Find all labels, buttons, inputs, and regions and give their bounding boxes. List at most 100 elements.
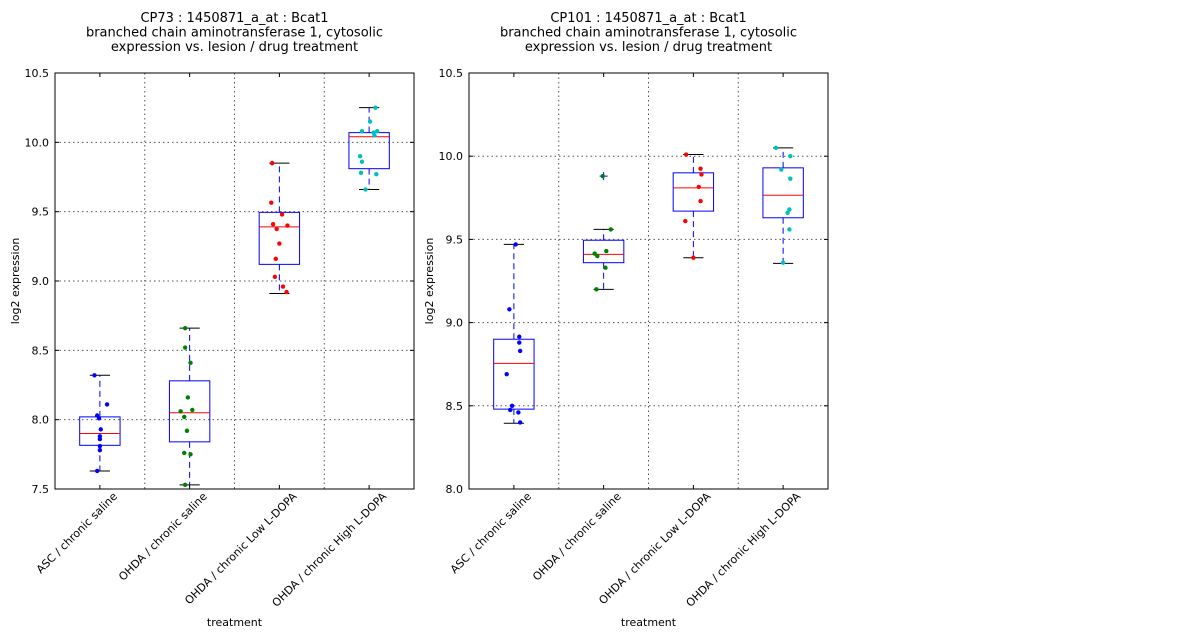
data-point	[182, 345, 188, 350]
y-axis-label: log2 expression	[423, 238, 436, 325]
box-3	[258, 160, 301, 295]
data-point	[357, 154, 363, 159]
data-point	[372, 133, 377, 138]
data-point	[98, 427, 103, 432]
box-iqr	[258, 211, 301, 265]
data-point	[698, 166, 703, 171]
y-tick-label: 9.0	[446, 317, 464, 330]
y-tick-label: 10.0	[25, 136, 50, 149]
data-point	[182, 414, 187, 420]
data-point	[363, 187, 368, 192]
data-point	[699, 172, 704, 177]
data-point	[190, 407, 195, 413]
box-1	[79, 373, 121, 474]
y-tick-label: 8.0	[32, 414, 50, 427]
data-point	[96, 416, 102, 421]
data-point	[367, 119, 373, 124]
data-point	[97, 436, 103, 442]
chart-title-line: expression vs. lesion / drug treatment	[525, 40, 772, 55]
box-1	[493, 242, 535, 425]
data-point	[600, 173, 605, 179]
chart-title-line: branched chain aminotransferase 1, cytos…	[86, 26, 383, 41]
data-point	[273, 256, 278, 262]
y-tick-label: 9.5	[32, 206, 50, 219]
data-point	[787, 227, 792, 232]
data-point	[182, 450, 187, 456]
x-tick-label: OHDA / chronic saline	[116, 490, 210, 584]
data-point	[269, 200, 274, 205]
axes-frame	[54, 72, 415, 490]
data-point	[516, 410, 521, 415]
x-axis-label: treatment	[621, 616, 677, 629]
box-iqr	[762, 167, 804, 219]
data-point	[182, 325, 188, 331]
data-point	[178, 409, 183, 414]
data-point	[97, 443, 103, 449]
axes-frame	[468, 72, 829, 490]
data-point	[358, 170, 364, 176]
y-tick-label: 8.5	[32, 344, 50, 357]
data-point	[94, 468, 100, 474]
y-tick-label: 10.0	[439, 150, 464, 163]
data-point	[788, 154, 793, 159]
data-point	[504, 371, 509, 377]
y-tick-label: 10.5	[25, 67, 50, 80]
y-tick-label: 10.5	[439, 67, 464, 80]
data-point	[185, 395, 191, 400]
data-point	[272, 274, 278, 280]
chart-title-line: CP73 : 1450871_a_at : Bcat1	[140, 11, 328, 26]
data-point	[603, 265, 608, 270]
data-point	[608, 227, 614, 232]
data-point	[696, 184, 701, 190]
box-2	[582, 172, 625, 292]
data-point	[373, 105, 378, 110]
data-point	[517, 348, 523, 354]
box-iqr	[672, 172, 715, 212]
data-point	[594, 287, 599, 292]
data-point	[188, 360, 193, 366]
data-point	[779, 167, 784, 172]
data-point	[374, 172, 379, 177]
x-tick-label: OHDA / chronic saline	[530, 490, 624, 584]
data-point	[285, 223, 290, 228]
chart-title-line: branched chain aminotransferase 1, cytos…	[500, 26, 797, 41]
data-point	[375, 129, 380, 134]
box-2	[168, 325, 211, 488]
data-point	[517, 340, 522, 345]
data-point	[683, 218, 688, 224]
y-tick-label: 8.0	[446, 483, 464, 496]
data-point	[787, 207, 792, 212]
data-point	[691, 255, 696, 260]
box-iqr	[348, 132, 390, 170]
y-tick-label: 8.5	[446, 400, 464, 413]
data-point	[517, 334, 522, 339]
data-point	[104, 402, 110, 407]
data-point	[513, 242, 518, 247]
data-point	[595, 253, 600, 259]
data-point	[683, 152, 689, 157]
data-point	[604, 248, 609, 254]
data-point	[270, 221, 276, 227]
box-iqr	[582, 239, 625, 264]
data-point	[517, 420, 523, 425]
data-point	[509, 403, 515, 408]
box-4	[762, 145, 804, 265]
data-point	[785, 210, 790, 215]
box-iqr	[493, 338, 535, 410]
y-axis-label: log2 expression	[9, 238, 22, 325]
data-point	[269, 160, 275, 166]
x-axis-label: treatment	[207, 616, 263, 629]
data-point	[359, 159, 365, 164]
data-point	[184, 428, 190, 433]
chart-title-line: expression vs. lesion / drug treatment	[111, 40, 358, 55]
data-point	[508, 407, 513, 413]
box-iqr	[168, 380, 211, 443]
data-point	[359, 129, 365, 134]
data-point	[507, 307, 512, 312]
data-point	[780, 260, 786, 265]
data-point	[698, 198, 703, 204]
y-tick-label: 7.5	[32, 483, 50, 496]
